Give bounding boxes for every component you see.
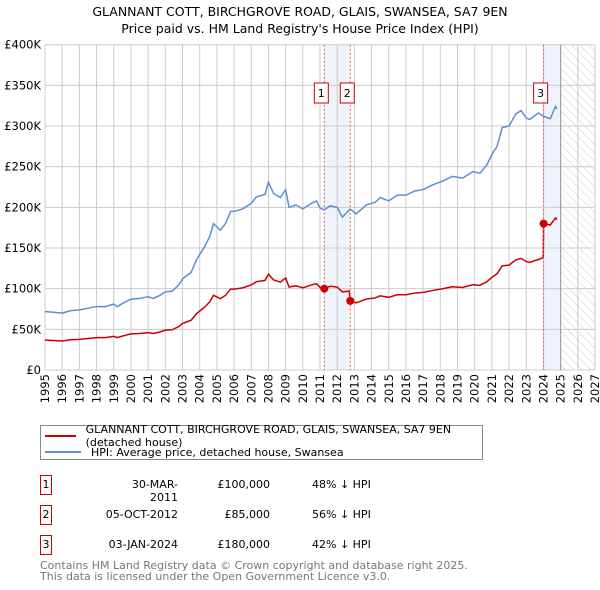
sale-number: 3 [40, 535, 52, 555]
x-tick-label: 2018 [433, 374, 447, 403]
sale-price: £85,000 [224, 508, 271, 521]
x-tick-label: 2001 [141, 374, 155, 403]
x-tick-label: 2006 [227, 374, 241, 403]
x-tick-label: 1997 [72, 374, 86, 403]
y-tick-label: £150K [4, 241, 41, 255]
y-tick-label: £400K [4, 38, 41, 52]
sale-date: 30-MAR-2011 [131, 478, 178, 504]
sale-price: £100,000 [217, 478, 271, 491]
sale-date: 03-JAN-2024 [108, 538, 178, 551]
x-tick-label: 2015 [382, 374, 396, 403]
x-tick-label: 2008 [261, 374, 275, 403]
sale-hpi-diff: 42% ↓ HPI [312, 538, 371, 551]
sale-number: 2 [40, 505, 52, 525]
x-tick-label: 1996 [55, 374, 69, 403]
x-tick-label: 2012 [330, 374, 344, 403]
x-tick-label: 2025 [554, 374, 568, 403]
sale-label-box [339, 82, 355, 104]
x-tick-label: 2007 [244, 374, 258, 403]
x-tick-label: 2021 [485, 374, 499, 403]
sale-label: 1 [318, 87, 325, 100]
sale-hpi-diff: 56% ↓ HPI [312, 508, 371, 521]
x-tick-label: 1998 [90, 374, 104, 403]
sale-label-box [313, 82, 329, 104]
x-tick-label: 2023 [519, 374, 533, 403]
x-tick-label: 1995 [38, 374, 52, 403]
y-tick-label: £0 [26, 363, 41, 377]
x-tick-label: 2005 [210, 374, 224, 403]
legend-swatch-blue [45, 451, 81, 453]
sale-point [346, 296, 355, 305]
sale-label-box [533, 82, 549, 104]
x-tick-label: 2020 [468, 374, 482, 403]
hpi-line [44, 104, 558, 314]
x-tick-label: 2004 [193, 374, 207, 403]
legend-item-hpi: HPI: Average price, detached house, Swan… [41, 444, 344, 460]
x-tick-label: 2002 [158, 374, 172, 403]
x-tick-label: 2000 [124, 374, 138, 403]
legend-label: GLANNANT COTT, BIRCHGROVE ROAD, GLAIS, S… [85, 423, 452, 449]
sale-point [539, 219, 548, 228]
y-tick-label: £350K [4, 78, 41, 92]
x-tick-label: 2019 [451, 374, 465, 403]
legend-item-property: GLANNANT COTT, BIRCHGROVE ROAD, GLAIS, S… [41, 423, 482, 449]
chart-title: GLANNANT COTT, BIRCHGROVE ROAD, GLAIS, S… [92, 4, 508, 19]
x-tick-label: 2027 [588, 374, 600, 403]
x-tick-label: 2010 [296, 374, 310, 403]
x-tick-label: 1999 [107, 374, 121, 403]
y-tick-label: £50K [12, 322, 42, 336]
x-tick-label: 2011 [313, 374, 327, 403]
y-tick-label: £300K [4, 119, 41, 133]
x-tick-label: 2013 [347, 374, 361, 403]
x-tick-label: 2017 [416, 374, 430, 403]
sale-label: 2 [344, 87, 351, 100]
x-tick-label: 2016 [399, 374, 413, 403]
sale-number: 1 [40, 475, 52, 495]
x-tick-label: 2009 [279, 374, 293, 403]
x-tick-label: 2026 [571, 374, 585, 403]
footer-copyright: Contains HM Land Registry data © Crown c… [40, 559, 468, 572]
x-tick-label: 2014 [365, 374, 379, 403]
x-tick-label: 2003 [176, 374, 190, 403]
legend-label: HPI: Average price, detached house, Swan… [91, 445, 344, 459]
chart-subtitle: Price paid vs. HM Land Registry's House … [121, 21, 479, 36]
footer-licence: This data is licensed under the Open Gov… [40, 570, 391, 583]
y-tick-label: £100K [4, 282, 41, 296]
legend: GLANNANT COTT, BIRCHGROVE ROAD, GLAIS, S… [40, 423, 483, 460]
property-price-line [44, 216, 558, 342]
legend-swatch-red [45, 435, 76, 437]
sale-hpi-diff: 48% ↓ HPI [312, 478, 371, 491]
x-tick-label: 2022 [502, 374, 516, 403]
sale-point [320, 284, 329, 293]
sale-date: 05-OCT-2012 [105, 508, 178, 521]
sale-label: 3 [537, 87, 544, 100]
sale-price: £180,000 [217, 538, 271, 551]
y-tick-label: £200K [4, 200, 41, 214]
y-tick-label: £250K [4, 160, 41, 174]
x-tick-label: 2024 [536, 374, 550, 403]
